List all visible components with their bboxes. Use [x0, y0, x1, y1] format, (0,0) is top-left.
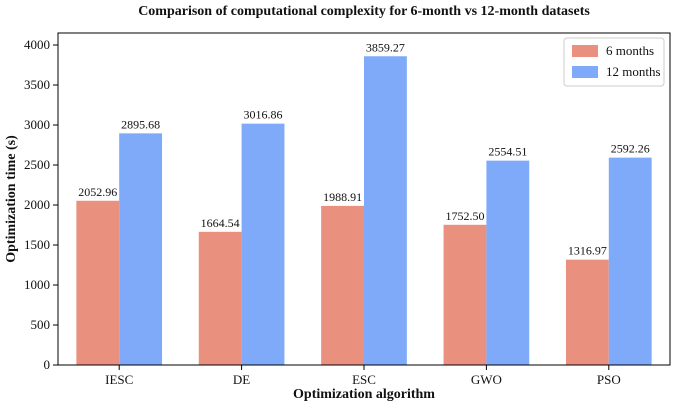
data-label-iesc-6-months: 2052.96: [78, 185, 117, 199]
data-label-de-6-months: 1664.54: [201, 216, 240, 230]
y-axis: 0 500 1000 1500 2000 2500 3000 3500 4000: [24, 37, 58, 372]
x-tick-label-iesc: IESC: [105, 372, 133, 387]
bars-group: [76, 56, 652, 366]
data-label-pso-12-months: 2592.26: [611, 142, 650, 156]
data-label-pso-6-months: 1316.97: [568, 244, 607, 258]
y-tick-label-3500: 3500: [24, 77, 50, 92]
bar-de-6-months: [198, 231, 242, 365]
data-label-de-12-months: 3016.86: [244, 108, 283, 122]
data-label-iesc-12-months: 2895.68: [121, 117, 160, 131]
legend-label-12-months: 12 months: [606, 64, 661, 79]
data-label-esc-12-months: 3859.27: [366, 40, 405, 54]
bar-esc-6-months: [321, 205, 364, 365]
x-axis: IESC DE ESC GWO PSO: [105, 365, 621, 387]
y-tick-label-2000: 2000: [24, 197, 50, 212]
bar-pso-12-months: [608, 157, 652, 365]
data-label-esc-6-months: 1988.91: [323, 190, 362, 204]
legend-label-6-months: 6 months: [606, 43, 654, 58]
legend: 6 months 12 months: [563, 37, 665, 87]
bar-iesc-12-months: [119, 133, 163, 365]
x-tick-label-gwo: GWO: [471, 372, 502, 387]
x-tick-label-de: DE: [233, 372, 250, 387]
plot-frame: [57, 32, 671, 366]
chart-title: Comparison of computational complexity f…: [138, 4, 590, 19]
bar-gwo-6-months: [443, 224, 487, 365]
x-tick-label-pso: PSO: [597, 372, 621, 387]
bar-gwo-12-months: [486, 160, 530, 365]
data-labels-group: 2052.96 2895.68 1664.54 3016.86 1988.91 3859.…: [78, 40, 649, 257]
x-axis-label: Optimization algorithm: [293, 387, 435, 402]
y-tick-label-3000: 3000: [24, 117, 50, 132]
y-tick-label-1500: 1500: [24, 237, 50, 252]
bar-de-12-months: [241, 123, 285, 365]
data-label-gwo-12-months: 2554.51: [488, 145, 527, 159]
data-label-gwo-6-months: 1752.50: [445, 209, 484, 223]
bar-pso-6-months: [565, 259, 609, 365]
y-tick-label-2500: 2500: [24, 157, 50, 172]
bar-iesc-6-months: [76, 200, 120, 365]
y-axis-label: Optimization time (s): [4, 135, 19, 263]
legend-swatch-6-months: [572, 45, 598, 57]
y-tick-label-1000: 1000: [24, 277, 50, 292]
y-tick-label-500: 500: [31, 317, 51, 332]
y-tick-label-4000: 4000: [24, 37, 50, 52]
y-tick-label-0: 0: [44, 357, 51, 372]
bar-esc-12-months: [364, 56, 407, 366]
legend-swatch-12-months: [572, 66, 598, 78]
x-tick-label-esc: ESC: [352, 372, 376, 387]
